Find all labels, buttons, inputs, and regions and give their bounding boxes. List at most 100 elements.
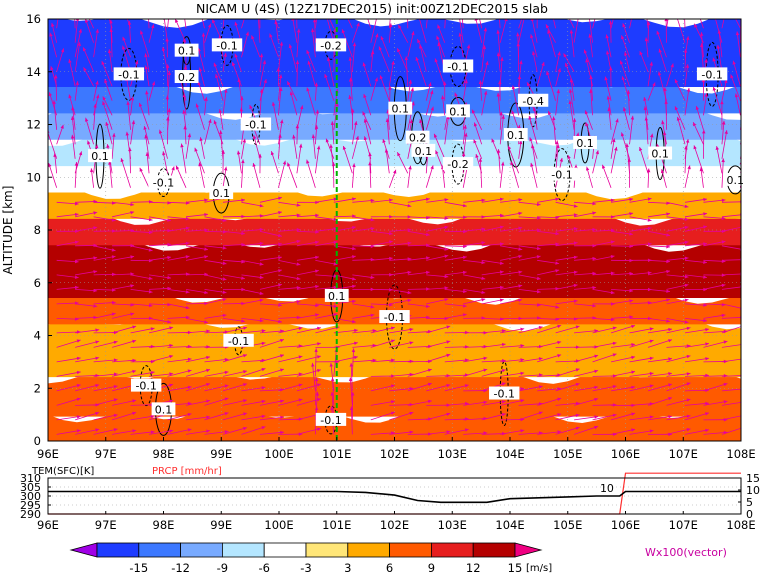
wind-vector <box>68 58 76 87</box>
wind-vector-head <box>169 326 174 330</box>
wind-vector <box>684 429 710 435</box>
wind-vector-head <box>76 384 81 388</box>
colorbar-swatch <box>138 542 182 558</box>
wind-vector-head <box>60 48 65 53</box>
wind-vector-head <box>333 217 338 221</box>
wind-vector-head <box>434 133 438 138</box>
wind-vector <box>350 362 353 391</box>
wind-vector <box>721 344 741 348</box>
wind-vector <box>370 240 393 247</box>
wind-vector <box>241 386 266 392</box>
wind-vector-head <box>518 198 523 202</box>
wind-vector-head <box>481 241 486 245</box>
surface-x-tick-label: 100E <box>264 518 293 532</box>
wind-vector-head <box>122 45 126 50</box>
wind-vector-head <box>684 225 689 230</box>
wind-vector <box>306 49 316 72</box>
wind-vector <box>611 299 634 305</box>
wind-vector-head <box>409 119 413 124</box>
wind-vector <box>204 245 227 249</box>
wind-vector <box>352 303 375 308</box>
wind-vector-head <box>315 303 319 308</box>
wind-vector <box>252 162 261 188</box>
wind-vector-head <box>185 226 190 230</box>
wind-vector-head <box>112 272 116 277</box>
wind-vector-head <box>165 95 170 100</box>
wind-vector-head <box>329 144 333 148</box>
wind-vector-head <box>520 399 525 403</box>
colorbar-swatch <box>347 542 390 558</box>
wind-vector <box>674 78 686 101</box>
wind-vector-head <box>407 241 412 245</box>
wind-vector <box>204 298 227 305</box>
wind-vector-head <box>500 57 504 61</box>
wind-vector <box>481 271 504 276</box>
wind-vector-head <box>261 341 266 346</box>
wind-vector <box>699 19 704 29</box>
wind-vector <box>610 19 614 29</box>
wind-vector <box>112 211 135 218</box>
wind-vector <box>389 271 412 276</box>
wind-vector-head <box>224 89 228 93</box>
wind-vector <box>296 369 322 377</box>
wind-vector <box>721 259 741 261</box>
wind-vector-head <box>132 369 137 374</box>
wind-vector-head <box>501 329 506 333</box>
wind-vector-head <box>280 354 284 358</box>
temperature-line <box>48 490 741 504</box>
wind-vector-head <box>518 254 523 259</box>
wind-vector <box>222 399 248 406</box>
wind-vector <box>93 255 116 261</box>
wind-vector <box>590 89 593 116</box>
contour-label-box <box>442 59 474 73</box>
wind-vector <box>426 431 451 435</box>
wind-vector-head <box>131 120 136 125</box>
wind-vector <box>326 19 335 43</box>
wind-vector <box>537 317 560 320</box>
wind-vector <box>278 74 282 101</box>
wind-vector <box>426 198 449 203</box>
wind-vector-head <box>363 118 368 123</box>
wind-vector-head <box>390 384 395 388</box>
wind-vector-head <box>630 115 635 120</box>
wind-vector <box>186 273 209 276</box>
wind-vector-head <box>113 413 118 418</box>
wind-vector <box>481 369 506 377</box>
wind-vector-head <box>483 400 488 405</box>
wind-vector <box>352 227 375 232</box>
wind-vector-head <box>761 413 765 416</box>
wind-vector-head <box>652 82 656 87</box>
wind-vector <box>75 316 98 319</box>
wind-vector <box>278 287 301 290</box>
wind-vector-head <box>287 162 291 167</box>
wind-vector <box>611 316 634 319</box>
wind-vector-head <box>555 269 560 273</box>
wind-vector <box>592 288 615 294</box>
wind-vector-head <box>75 81 79 85</box>
wind-vector-head <box>481 290 486 294</box>
wind-vector-head <box>289 91 294 96</box>
wind-vector-head <box>444 286 449 290</box>
wind-vector <box>703 330 728 334</box>
surface-x-tick-label: 98E <box>153 518 175 532</box>
wind-vector-head <box>705 342 709 346</box>
wind-vector-head <box>261 426 266 430</box>
contour-label-box <box>411 143 436 157</box>
y-tick-label: 16 <box>26 12 41 26</box>
wind-vector <box>721 317 741 319</box>
wind-vector <box>93 341 118 348</box>
wind-vector <box>175 165 187 188</box>
wind-vector <box>75 270 98 276</box>
wind-vector <box>500 429 525 435</box>
wind-vector <box>74 19 78 43</box>
wind-vector <box>167 346 192 348</box>
wind-vector <box>407 271 430 276</box>
contour-label-box <box>573 135 597 149</box>
wind-vector-head <box>259 227 264 232</box>
wind-vector <box>426 245 449 251</box>
wind-vector <box>740 201 741 203</box>
wind-vector <box>564 62 575 87</box>
wind-vector <box>425 106 434 130</box>
wind-vector <box>647 61 653 87</box>
wind-vector <box>592 317 615 321</box>
